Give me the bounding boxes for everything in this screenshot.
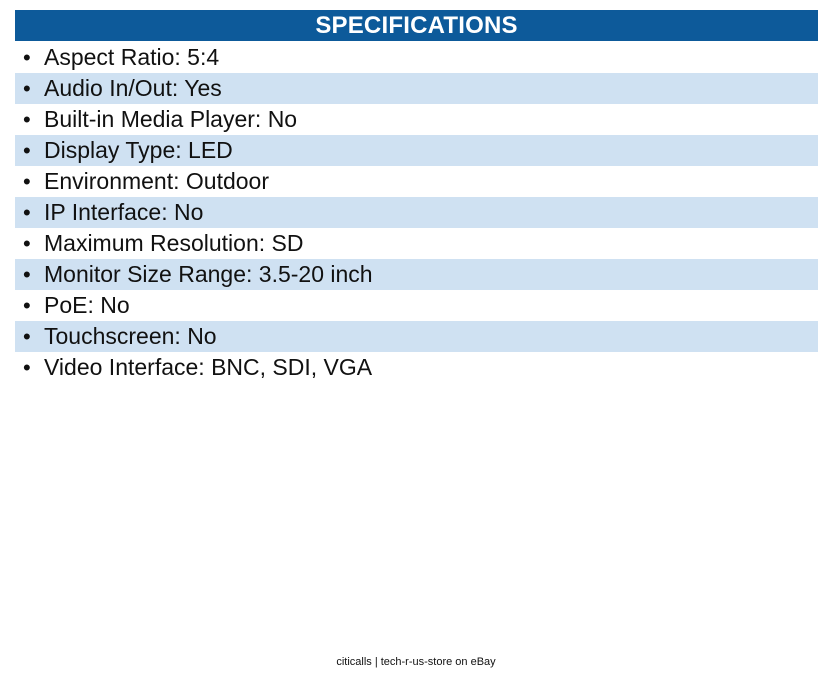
bullet-icon: • — [23, 355, 31, 380]
spec-item-touchscreen: • Touchscreen: No — [15, 321, 818, 352]
bullet-icon: • — [23, 293, 31, 318]
bullet-icon: • — [23, 76, 31, 101]
spec-text: Touchscreen: No — [44, 323, 217, 349]
spec-item-video-interface: • Video Interface: BNC, SDI, VGA — [15, 352, 818, 383]
spec-text: Environment: Outdoor — [44, 168, 270, 194]
spec-item-ip-interface: • IP Interface: No — [15, 197, 818, 228]
spec-item-aspect-ratio: • Aspect Ratio: 5:4 — [15, 42, 818, 73]
spec-text: Built-in Media Player: No — [44, 106, 298, 132]
bullet-icon: • — [23, 324, 31, 349]
spec-text: IP Interface: No — [44, 199, 204, 225]
bullet-icon: • — [23, 200, 31, 225]
spec-item-display-type: • Display Type: LED — [15, 135, 818, 166]
spec-text: Video Interface: BNC, SDI, VGA — [44, 354, 373, 380]
spec-item-environment: • Environment: Outdoor — [15, 166, 818, 197]
bullet-icon: • — [23, 45, 31, 70]
bullet-icon: • — [23, 231, 31, 256]
bullet-icon: • — [23, 107, 31, 132]
spec-item-poe: • PoE: No — [15, 290, 818, 321]
spec-text: Audio In/Out: Yes — [44, 75, 222, 101]
page-title: SPECIFICATIONS — [15, 10, 818, 41]
spec-text: PoE: No — [44, 292, 130, 318]
spec-item-monitor-size: • Monitor Size Range: 3.5-20 inch — [15, 259, 818, 290]
spec-item-max-resolution: • Maximum Resolution: SD — [15, 228, 818, 259]
spec-text: Aspect Ratio: 5:4 — [44, 44, 220, 70]
spec-text: Display Type: LED — [44, 137, 233, 163]
spec-text: Maximum Resolution: SD — [44, 230, 304, 256]
spec-item-audio: • Audio In/Out: Yes — [15, 73, 818, 104]
footer-credit: citicalls | tech-r-us-store on eBay — [336, 656, 496, 668]
bullet-icon: • — [23, 138, 31, 163]
bullet-icon: • — [23, 169, 31, 194]
bullet-icon: • — [23, 262, 31, 287]
spec-item-media-player: • Built-in Media Player: No — [15, 104, 818, 135]
spec-list: • Aspect Ratio: 5:4 • Audio In/Out: Yes • B… — [15, 42, 818, 383]
spec-text: Monitor Size Range: 3.5-20 inch — [44, 261, 373, 287]
